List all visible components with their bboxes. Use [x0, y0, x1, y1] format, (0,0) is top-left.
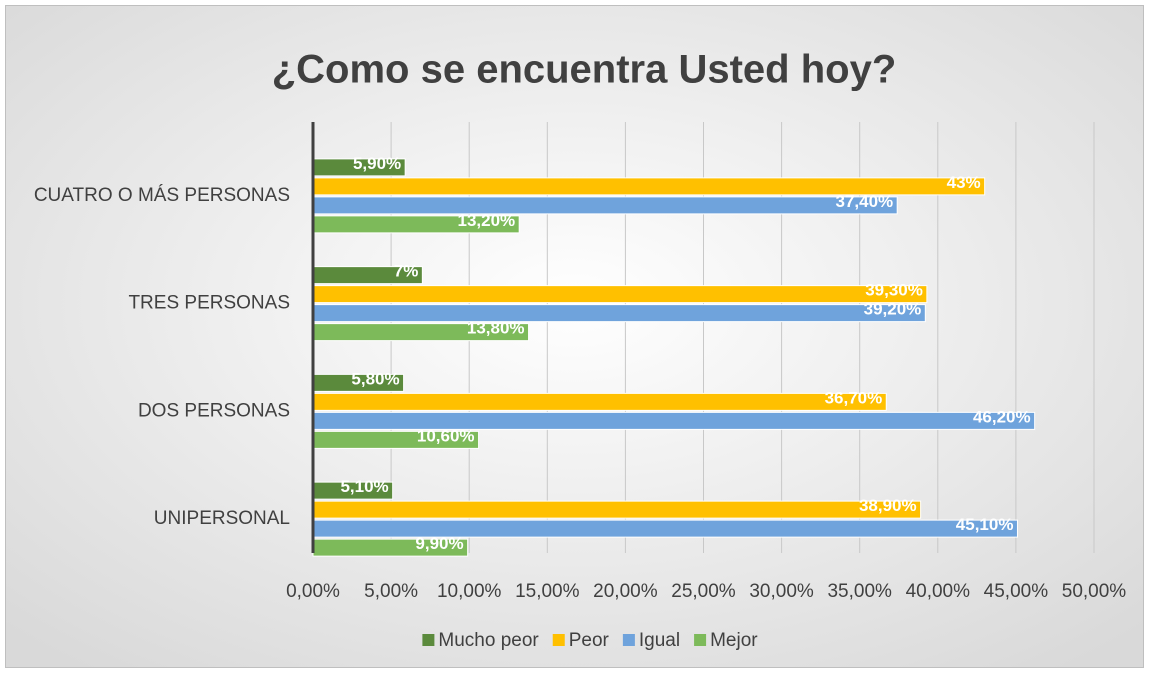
bar — [312, 196, 898, 215]
bar — [312, 392, 887, 411]
chart-background — [5, 5, 1144, 668]
legend-label: Peor — [569, 630, 610, 651]
value-label: 45,10% — [956, 515, 1014, 534]
value-label: 39,30% — [865, 281, 923, 300]
value-label: 13,20% — [458, 211, 516, 230]
legend-swatch — [422, 634, 435, 646]
legend-swatch — [694, 634, 707, 646]
legend-label: Igual — [639, 630, 680, 651]
bar — [312, 500, 922, 519]
value-label: 46,20% — [973, 407, 1031, 426]
x-tick-label: 25,00% — [671, 581, 736, 602]
bar — [312, 285, 928, 304]
x-tick-label: 45,00% — [984, 581, 1049, 602]
bar — [312, 304, 926, 323]
value-label: 10,60% — [417, 426, 475, 445]
x-tick-label: 10,00% — [437, 581, 502, 602]
value-label: 43% — [947, 173, 981, 192]
y-tick-label: DOS PERSONAS — [138, 400, 290, 421]
x-tick-label: 35,00% — [827, 581, 892, 602]
legend-label: Mucho peor — [438, 630, 539, 651]
x-tick-label: 15,00% — [515, 581, 580, 602]
value-label: 5,80% — [351, 369, 399, 388]
value-label: 13,80% — [467, 319, 525, 338]
legend-swatch — [552, 634, 565, 646]
x-tick-label: 30,00% — [749, 581, 814, 602]
legend-swatch — [622, 634, 635, 646]
value-label: 9,90% — [415, 534, 463, 553]
value-label: 5,90% — [353, 154, 401, 173]
value-label: 5,10% — [340, 477, 388, 496]
x-tick-label: 50,00% — [1062, 581, 1127, 602]
y-tick-label: TRES PERSONAS — [128, 293, 290, 314]
x-tick-label: 20,00% — [593, 581, 658, 602]
x-tick-label: 0,00% — [286, 581, 340, 602]
x-tick-label: 40,00% — [906, 581, 971, 602]
value-label: 38,90% — [859, 496, 917, 515]
value-label: 39,20% — [864, 300, 922, 319]
chart-title: ¿Como se encuentra Usted hoy? — [272, 48, 897, 92]
legend-label: Mejor — [710, 630, 758, 651]
y-tick-label: CUATRO O MÁS PERSONAS — [34, 185, 290, 206]
value-label: 36,70% — [825, 388, 883, 407]
x-tick-label: 5,00% — [364, 581, 418, 602]
y-tick-label: UNIPERSONAL — [154, 508, 290, 529]
value-label: 7% — [394, 262, 419, 281]
value-label: 37,40% — [836, 192, 894, 211]
